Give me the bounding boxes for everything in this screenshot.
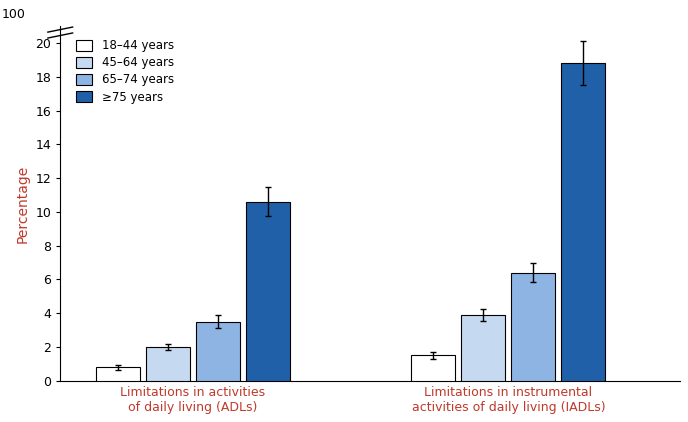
Bar [561, 63, 605, 381]
Bar [511, 273, 555, 381]
Y-axis label: Percentage: Percentage [16, 165, 30, 243]
Bar [246, 202, 290, 381]
Bar [196, 322, 240, 381]
Bar [462, 315, 506, 381]
Legend: 18–44 years, 45–64 years, 65–74 years, ≥75 years: 18–44 years, 45–64 years, 65–74 years, ≥… [72, 35, 178, 107]
Bar [146, 347, 190, 381]
Text: 100: 100 [2, 8, 25, 21]
Bar [96, 367, 140, 381]
Bar [411, 355, 455, 381]
